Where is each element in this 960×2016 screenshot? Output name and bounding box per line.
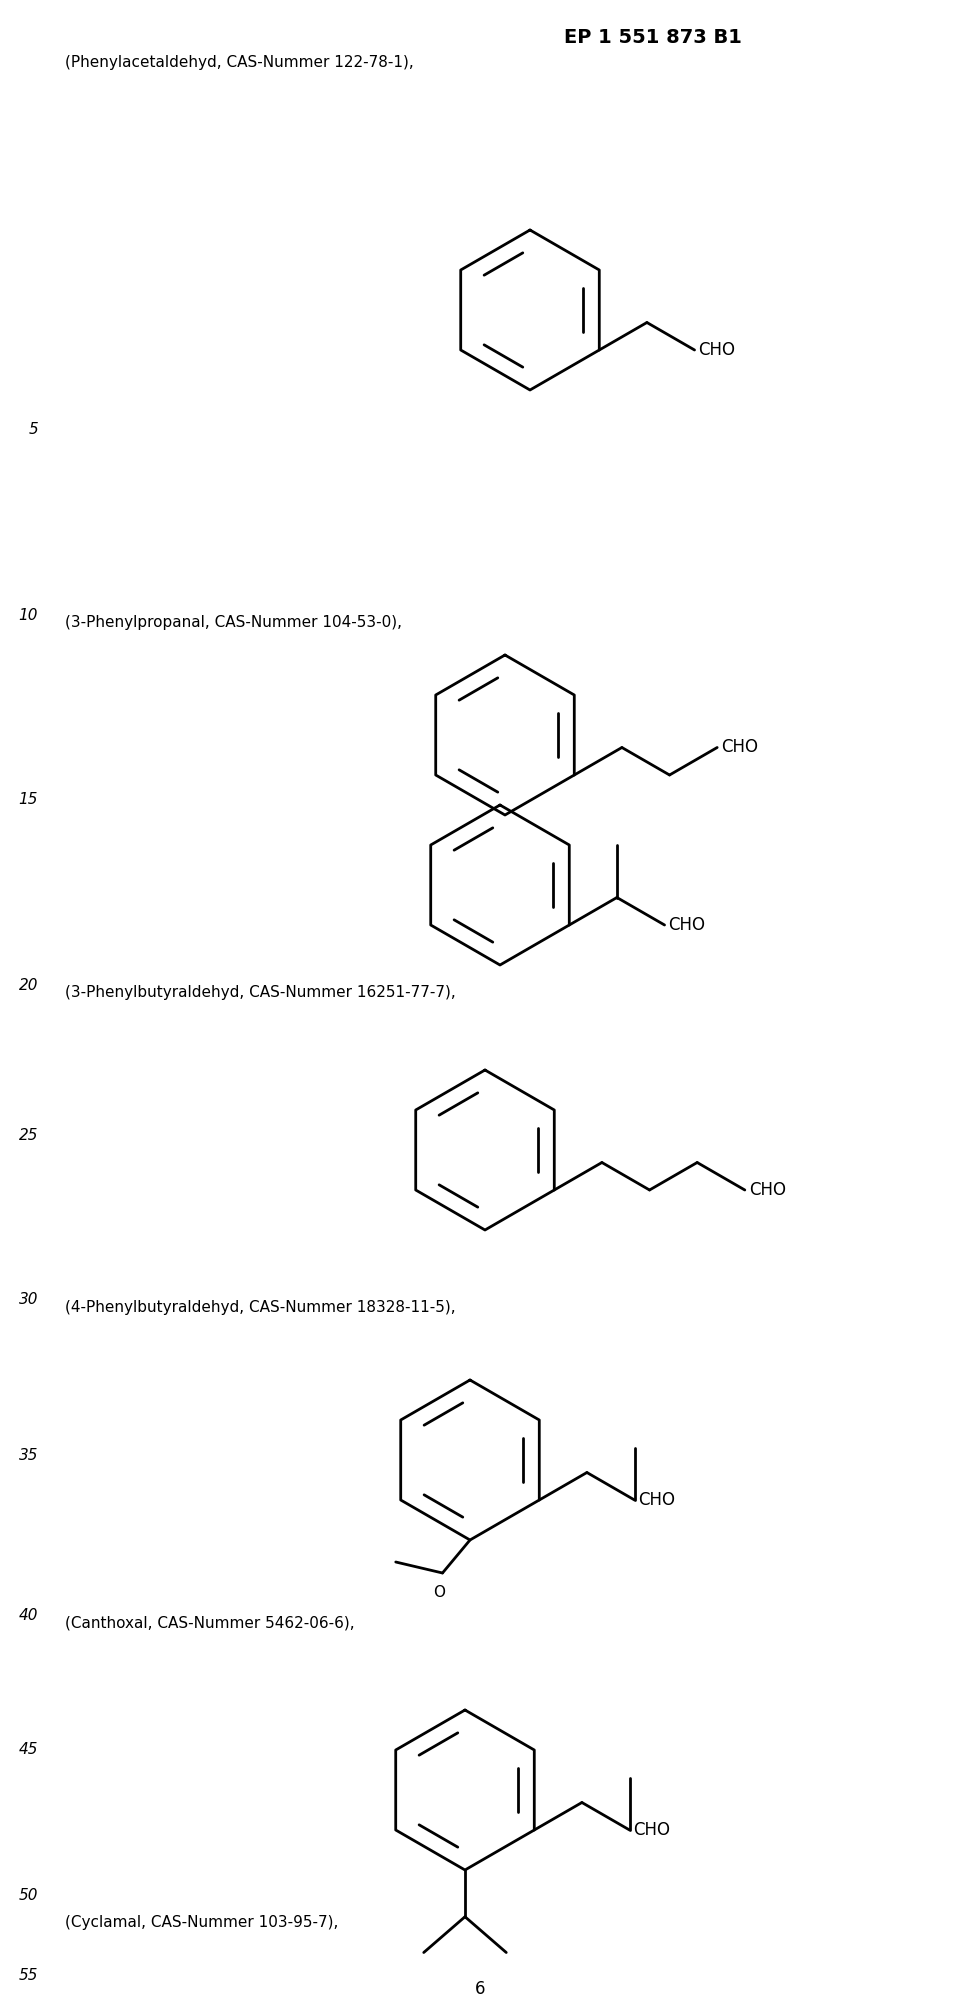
Text: (Phenylacetaldehyd, CAS-Nummer 122-78-1),: (Phenylacetaldehyd, CAS-Nummer 122-78-1)… [65, 54, 414, 71]
Text: 15: 15 [18, 792, 38, 808]
Text: CHO: CHO [668, 915, 706, 933]
Text: 35: 35 [18, 1447, 38, 1462]
Text: (Cyclamal, CAS-Nummer 103-95-7),: (Cyclamal, CAS-Nummer 103-95-7), [65, 1915, 338, 1929]
Text: 6: 6 [475, 1980, 485, 1998]
Text: 55: 55 [18, 1968, 38, 1982]
Text: 40: 40 [18, 1607, 38, 1623]
Text: 50: 50 [18, 1887, 38, 1903]
Text: CHO: CHO [699, 341, 735, 359]
Text: (3-Phenylpropanal, CAS-Nummer 104-53-0),: (3-Phenylpropanal, CAS-Nummer 104-53-0), [65, 615, 402, 629]
Text: (4-Phenylbutyraldehyd, CAS-Nummer 18328-11-5),: (4-Phenylbutyraldehyd, CAS-Nummer 18328-… [65, 1300, 456, 1314]
Text: 5: 5 [28, 423, 38, 437]
Text: (Canthoxal, CAS-Nummer 5462-06-6),: (Canthoxal, CAS-Nummer 5462-06-6), [65, 1615, 354, 1631]
Text: 20: 20 [18, 978, 38, 992]
Text: (3-Phenylbutyraldehyd, CAS-Nummer 16251-77-7),: (3-Phenylbutyraldehyd, CAS-Nummer 16251-… [65, 986, 456, 1000]
Text: 45: 45 [18, 1742, 38, 1758]
Text: CHO: CHO [721, 738, 758, 756]
Text: 25: 25 [18, 1127, 38, 1143]
Text: CHO: CHO [749, 1181, 786, 1200]
Text: O: O [434, 1585, 445, 1601]
Text: CHO: CHO [638, 1492, 676, 1510]
Text: EP 1 551 873 B1: EP 1 551 873 B1 [564, 28, 742, 46]
Text: CHO: CHO [634, 1820, 670, 1839]
Text: 10: 10 [18, 607, 38, 623]
Text: 30: 30 [18, 1292, 38, 1308]
